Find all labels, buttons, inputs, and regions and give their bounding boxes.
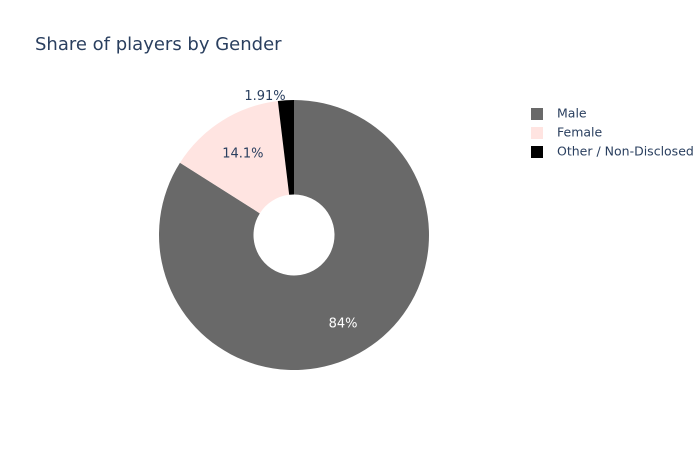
legend-swatch	[531, 127, 543, 139]
slice-female[interactable]	[179, 100, 290, 214]
legend-label: Male	[557, 106, 587, 121]
chart-title: Share of players by Gender	[35, 34, 282, 55]
legend: Male Female Other / Non-Disclosed	[531, 106, 694, 159]
slice-other-non-disclosed[interactable]	[277, 100, 294, 195]
legend-item-female[interactable]: Female	[531, 125, 603, 140]
slice-label-other-non-disclosed: 1.91%	[244, 89, 285, 104]
legend-swatch	[531, 146, 543, 158]
donut-chart	[159, 100, 430, 370]
legend-swatch	[531, 108, 543, 120]
slice-labels: 84% 14.1% 1.91%	[222, 89, 357, 332]
slice-male[interactable]	[159, 100, 430, 370]
slice-label-female: 14.1%	[222, 147, 263, 162]
legend-item-male[interactable]: Male	[531, 106, 587, 121]
legend-item-other-non-disclosed[interactable]: Other / Non-Disclosed	[531, 144, 694, 159]
slice-label-male: 84%	[329, 317, 358, 332]
legend-label: Other / Non-Disclosed	[557, 144, 694, 159]
legend-label: Female	[557, 125, 603, 140]
